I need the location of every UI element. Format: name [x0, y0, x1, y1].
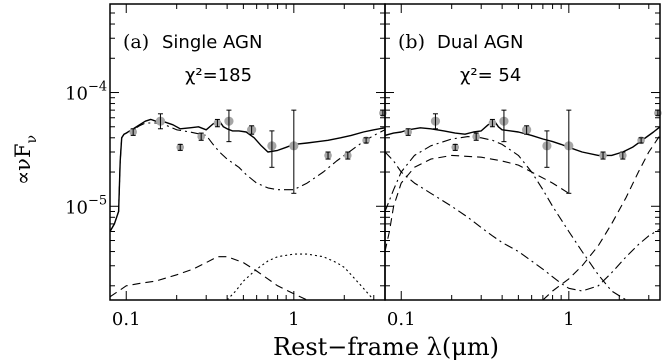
data-point [451, 143, 460, 152]
data-point [176, 143, 185, 152]
data-point [362, 136, 370, 145]
model-curve-dashdot [385, 136, 628, 300]
y-tick-label-exponent: −4 [88, 80, 107, 95]
photometry-points [404, 109, 662, 194]
x-tick-label: 0.1 [112, 309, 141, 330]
y-tick-label: 10 [65, 197, 88, 218]
panel-frame [384, 3, 661, 301]
x-tick-label: 1 [288, 309, 299, 330]
data-point [542, 130, 552, 168]
data-point [267, 130, 277, 168]
data-point [488, 118, 497, 128]
model-curve-dashdot [385, 151, 660, 292]
model-curves [385, 120, 660, 300]
model-curve-solid [110, 118, 385, 232]
data-point [499, 109, 509, 143]
model-curve-dashed [110, 256, 308, 300]
data-point [213, 118, 222, 128]
data-point [619, 151, 627, 160]
data-point [197, 132, 205, 141]
data-point [344, 151, 352, 160]
data-point [522, 125, 532, 135]
data-point [129, 128, 137, 136]
chi-square-value: χ²=185 [185, 65, 252, 86]
x-tick-label: 0.1 [387, 309, 416, 330]
panel-label: (b) [398, 31, 425, 53]
data-point [637, 136, 645, 145]
data-point [324, 151, 332, 160]
model-curve-solid [385, 120, 660, 157]
y-tick-label: 10 [65, 84, 88, 105]
model-curve-dashdot [110, 122, 385, 232]
data-point [599, 151, 607, 160]
axis-ticks [110, 4, 385, 300]
y-axis-label-subscript: ν [24, 135, 40, 144]
data-point [155, 113, 166, 130]
axis-ticks [385, 4, 660, 300]
panel-b: 0.1 1 (b) Dual AGN χ²= 54 [384, 3, 662, 330]
panel-label: (a) [123, 31, 149, 53]
model-curves [110, 118, 385, 300]
data-point [289, 109, 299, 194]
x-axis-label: Rest−frame λ(μm) [273, 333, 499, 361]
model-curve-dashed [385, 154, 570, 252]
data-point [404, 128, 412, 136]
panel-title: Dual AGN [437, 32, 523, 53]
data-point [430, 113, 441, 130]
data-point [564, 109, 574, 194]
model-curve-dashed [542, 135, 660, 300]
data-point [224, 109, 234, 143]
data-point [247, 125, 257, 135]
model-curve-dotted [226, 253, 375, 300]
photometry-points [129, 109, 387, 194]
data-point [472, 132, 480, 141]
y-tick-label-exponent: −5 [88, 193, 107, 208]
x-tick-label: 1 [563, 309, 574, 330]
panel-title: Single AGN [162, 32, 262, 53]
chi-square-value: χ²= 54 [460, 65, 521, 86]
y-axis-label: ∝νFν [11, 135, 40, 185]
